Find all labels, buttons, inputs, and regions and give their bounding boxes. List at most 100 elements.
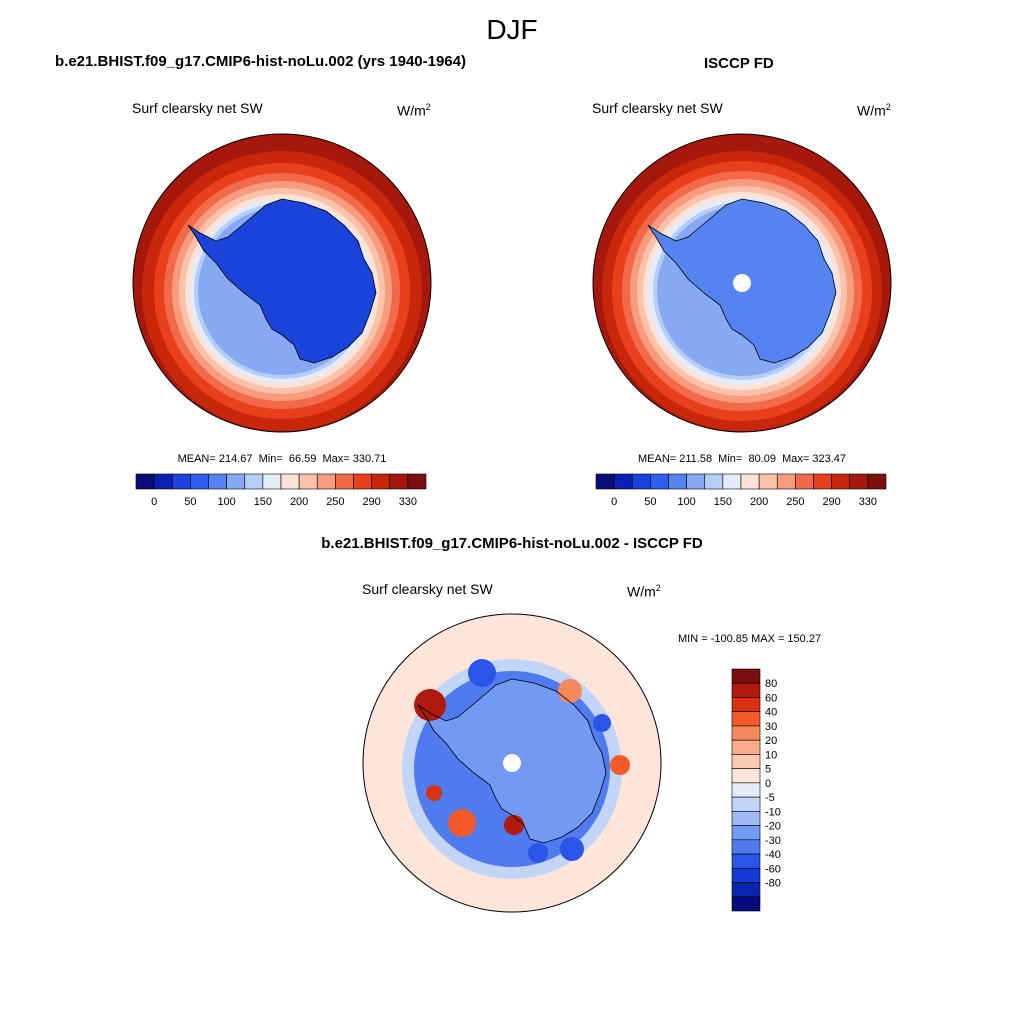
- obs-colorbar-label: 250: [786, 496, 804, 508]
- model-colorbar-box: [407, 473, 427, 490]
- diff-colorbar-label: 60: [765, 692, 777, 704]
- obs-variable-label: Surf clearsky net SW: [592, 100, 723, 116]
- diff-colorbar-label: -80: [765, 878, 781, 890]
- diff-colorbar-box: [731, 825, 761, 841]
- obs-colorbar-box: [795, 473, 814, 490]
- model-colorbar-label: 290: [362, 496, 380, 508]
- diff-colorbar-label: -40: [765, 849, 781, 861]
- diff-colorbar-box: [731, 682, 761, 698]
- model-coastline: [187, 198, 377, 364]
- model-colorbar-label: 250: [326, 496, 344, 508]
- obs-colorbar-label: 200: [750, 496, 768, 508]
- model-colorbar-label: 150: [254, 496, 272, 508]
- diff-colorbar-label: 80: [765, 678, 777, 690]
- obs-colorbar: 0 50 100 150 200 250 290 330: [595, 473, 887, 508]
- diff-anomaly-patch: [558, 679, 582, 703]
- diff-colorbar-label: -30: [765, 835, 781, 847]
- model-colorbar-box: [208, 473, 227, 490]
- obs-colorbar-box: [704, 473, 724, 490]
- obs-units-label: W/m2: [857, 102, 891, 119]
- obs-colorbar-label: 290: [822, 496, 840, 508]
- model-colorbar-box: [280, 473, 300, 490]
- model-colorbar-label: 0: [151, 496, 157, 508]
- model-polar-map: [132, 133, 432, 433]
- diff-panel-title: b.e21.BHIST.f09_g17.CMIP6-hist-noLu.002 …: [321, 535, 703, 552]
- diff-colorbar-label: 0: [765, 778, 771, 790]
- model-colorbar-label: 100: [217, 496, 235, 508]
- model-map-border: [132, 133, 432, 433]
- diff-colorbar-label: 30: [765, 721, 777, 733]
- diff-units-label: W/m2: [627, 583, 661, 600]
- diff-variable-label: Surf clearsky net SW: [362, 581, 493, 597]
- diff-anomaly-patch: [504, 815, 524, 835]
- diff-anomaly-patch: [593, 714, 611, 732]
- model-colorbar-box: [153, 473, 173, 490]
- model-colorbar-box: [371, 473, 391, 490]
- diff-polar-map: [362, 613, 662, 913]
- diff-map-border: [362, 613, 662, 913]
- model-colorbar: 0 50 100 150 200 250 290 330: [135, 473, 427, 508]
- model-colorbar-box: [316, 473, 336, 490]
- obs-colorbar-box: [613, 473, 633, 490]
- diff-colorbar-label: 10: [765, 749, 777, 761]
- diff-colorbar-box: [731, 739, 761, 755]
- obs-colorbar-label: 330: [859, 496, 877, 508]
- obs-colorbar-box: [813, 473, 832, 490]
- diff-colorbar-box: [731, 754, 761, 769]
- diff-coastline: [417, 678, 607, 844]
- diff-colorbar-box: [731, 896, 761, 912]
- diff-colorbar-box: [731, 796, 761, 812]
- obs-colorbar-box: [831, 473, 851, 490]
- diff-colorbar: 80 60 40 30 20 10 5 0 -5 -10 -20 -30 -40 -60 -80: [731, 668, 781, 912]
- diff-colorbar-box: [731, 867, 761, 883]
- diff-colorbar-label: -10: [765, 806, 781, 818]
- model-variable-label: Surf clearsky net SW: [132, 100, 263, 116]
- obs-polar-map: [592, 133, 892, 433]
- model-units-label: W/m2: [397, 102, 431, 119]
- obs-colorbar-box: [668, 473, 687, 490]
- obs-coastline: [647, 198, 837, 364]
- diff-colorbar-label: -60: [765, 863, 781, 875]
- model-colorbar-box: [190, 473, 209, 490]
- obs-colorbar-label: 100: [677, 496, 695, 508]
- obs-colorbar-label: 150: [714, 496, 732, 508]
- model-stats-label: MEAN= 214.67 Min= 66.59 Max= 330.71: [177, 453, 387, 465]
- diff-colorbar-label: -20: [765, 821, 781, 833]
- obs-colorbar-box: [650, 473, 669, 490]
- diff-colorbar-box: [731, 853, 761, 869]
- obs-colorbar-box: [722, 473, 742, 490]
- diff-colorbar-box: [731, 725, 761, 741]
- season-title: DJF: [486, 14, 538, 45]
- diff-anomaly-patch: [448, 809, 476, 837]
- diff-colorbar-box: [731, 768, 761, 784]
- diff-colorbar-label: 40: [765, 707, 777, 719]
- obs-colorbar-label: 50: [644, 496, 656, 508]
- obs-pole-hole: [733, 274, 751, 292]
- diff-pole-hole: [503, 754, 521, 772]
- obs-colorbar-label: 0: [611, 496, 617, 508]
- obs-colorbar-box: [849, 473, 869, 490]
- diff-anomaly-patch: [528, 843, 548, 863]
- model-colorbar-box: [226, 473, 246, 490]
- obs-map-border: [592, 133, 892, 433]
- obs-panel-title: ISCCP FD: [704, 55, 774, 72]
- diff-colorbar-label: 20: [765, 735, 777, 747]
- diff-anomaly-patch: [468, 659, 496, 687]
- model-colorbar-box: [262, 473, 282, 490]
- model-colorbar-label: 50: [184, 496, 196, 508]
- diff-colorbar-box: [731, 839, 761, 855]
- model-colorbar-label: 330: [399, 496, 417, 508]
- diff-anomaly-patch: [414, 689, 446, 721]
- diff-colorbar-box: [731, 711, 761, 727]
- model-panel-title: b.e21.BHIST.f09_g17.CMIP6-hist-noLu.002 …: [55, 53, 466, 70]
- model-colorbar-box: [335, 473, 354, 490]
- model-colorbar-box: [244, 473, 264, 490]
- model-colorbar-box: [298, 473, 318, 490]
- model-ice-sheet: [188, 199, 376, 363]
- diff-colorbar-box: [731, 668, 761, 684]
- diff-minmax-label: MIN = -100.85 MAX = 150.27: [678, 633, 822, 645]
- obs-colorbar-box: [631, 473, 651, 490]
- diff-colorbar-box: [731, 882, 761, 898]
- model-colorbar-label: 200: [290, 496, 308, 508]
- obs-colorbar-box: [867, 473, 887, 490]
